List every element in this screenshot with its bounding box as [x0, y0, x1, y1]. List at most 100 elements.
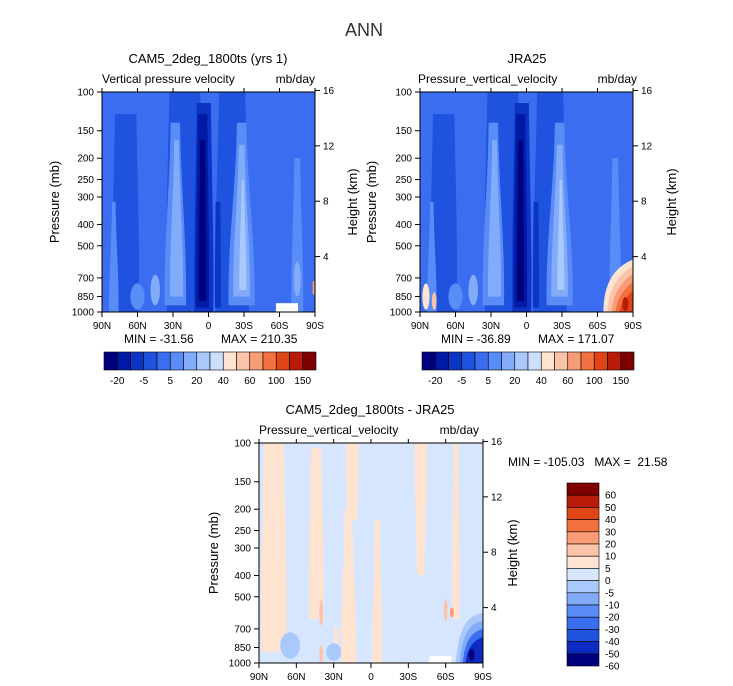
y-right-tick-label: 12 — [641, 141, 653, 152]
colorbar-box — [607, 351, 622, 371]
colorbar-box — [169, 351, 184, 371]
colorbar-label: -20 — [428, 376, 443, 387]
colorbar-box — [249, 351, 264, 371]
panel1-axes: 90N 60N 30N 0 30S 60S 90S 100 150 200 250 300 400 500… — [72, 86, 335, 332]
colorbar-box — [566, 580, 600, 594]
colorbar-box — [566, 653, 600, 667]
subtropic-nh-lighter — [487, 140, 502, 297]
colorbar-box — [540, 351, 555, 371]
colorbar-box — [514, 351, 529, 371]
diff-pos-subtrop-nh — [341, 509, 357, 663]
x-tick-label: 60S — [589, 321, 607, 332]
colorbar-box — [275, 351, 290, 371]
colorbar-box — [566, 507, 600, 520]
colorbar-label: -30 — [605, 625, 620, 636]
y-right-tick-label: 4 — [491, 603, 497, 614]
colorbar-box — [566, 568, 600, 581]
y-right-tick-label: 12 — [323, 141, 335, 152]
y-tick-label: 500 — [77, 241, 94, 252]
panel2-subtitle-left: Pressure_vertical_velocity — [418, 72, 557, 86]
y-right-tick-label: 16 — [491, 437, 503, 448]
colorbar-box — [209, 351, 224, 371]
y-right-tick-label: 12 — [491, 492, 503, 503]
panel3-minmax-label: MIN = -105.03 MAX = 21.58 — [508, 455, 668, 469]
diff-pos-spot-4 — [443, 599, 448, 622]
y-right-tick-label: 8 — [641, 197, 647, 208]
colorbar-label: -60 — [605, 662, 620, 673]
panel2-title: JRA25 — [507, 51, 546, 66]
y-tick-label: 700 — [77, 273, 94, 284]
colorbar-label: 30 — [605, 527, 617, 538]
colorbar-label: -5 — [139, 376, 148, 387]
diff-pos-spot-1 — [319, 599, 324, 626]
panel1-field — [102, 92, 315, 312]
y-right-tick-label: 4 — [323, 252, 329, 263]
diff-pos-sh-upper — [414, 443, 428, 575]
y-right-tick-label: 8 — [323, 197, 329, 208]
colorbar-box — [566, 592, 600, 606]
y-tick-label: 1000 — [229, 659, 252, 670]
colorbar-label: 50 — [605, 503, 617, 514]
y-tick-label: 200 — [395, 154, 412, 165]
colorbar-label: 20 — [191, 376, 203, 387]
colorbar-box — [567, 351, 582, 371]
colorbar-box — [461, 351, 476, 371]
colorbar-box — [566, 641, 600, 655]
itcz-sh-branch — [532, 202, 540, 308]
colorbar-label: -5 — [605, 588, 614, 599]
panel1-colorbar: -20 -5 5 20 40 60 100 150 — [103, 351, 317, 387]
colorbar-label: -20 — [605, 613, 620, 624]
y-tick-label: 500 — [234, 592, 251, 603]
panel1-title: CAM5_2deg_1800ts (yrs 1) — [129, 51, 288, 66]
panel1-subtitle-left: Vertical pressure velocity — [102, 72, 235, 86]
colorbar-box — [566, 482, 600, 496]
colorbar-box — [421, 351, 436, 371]
x-tick-label: 90N — [250, 672, 268, 683]
antarctic-light — [293, 261, 301, 297]
colorbar-box — [156, 351, 171, 371]
colorbar-box — [236, 351, 251, 371]
colorbar-box — [474, 351, 489, 371]
colorbar-label: 5 — [167, 376, 173, 387]
y-tick-label: 700 — [395, 273, 412, 284]
colorbar-label: 20 — [509, 376, 521, 387]
x-tick-label: 0 — [524, 321, 530, 332]
x-tick-label: 90S — [624, 321, 642, 332]
diff-pos-upper-trop — [345, 443, 359, 520]
figure-title: ANN — [345, 20, 383, 40]
colorbar-label: 20 — [605, 540, 617, 551]
y-tick-label: 250 — [234, 526, 251, 537]
colorbar-box — [289, 351, 304, 371]
panel3-subtitle-left: Pressure_vertical_velocity — [259, 423, 398, 437]
colorbar-label: -10 — [605, 601, 620, 612]
low-level-nh — [448, 283, 463, 310]
y-tick-label: 100 — [77, 88, 94, 99]
panel-difference: CAM5_2deg_1800ts - JRA25 Pressure_vertic… — [206, 402, 668, 683]
colorbar-box — [116, 351, 131, 371]
y-tick-label: 500 — [395, 241, 412, 252]
colorbar-label: 5 — [485, 376, 491, 387]
diff-neg-antarctic-core — [468, 649, 475, 661]
colorbar-box — [434, 351, 449, 371]
panel1-ylabel-right: Height (km) — [345, 168, 360, 235]
y-tick-label: 850 — [395, 292, 412, 303]
panel3-field — [259, 443, 483, 663]
y-tick-label: 300 — [234, 543, 251, 554]
x-tick-label: 60N — [128, 321, 146, 332]
x-tick-label: 60N — [287, 672, 305, 683]
colorbar-box — [501, 351, 516, 371]
x-tick-label: 90S — [474, 672, 492, 683]
colorbar-box — [302, 351, 317, 371]
y-tick-label: 300 — [77, 192, 94, 203]
diff-pos-antarctic-edge — [449, 607, 454, 618]
y-tick-label: 150 — [395, 126, 412, 137]
field-background — [259, 443, 483, 663]
colorbar-box — [620, 351, 635, 371]
x-tick-label: 30S — [399, 672, 417, 683]
colorbar-label: -5 — [457, 376, 466, 387]
y-tick-label: 200 — [234, 505, 251, 516]
colorbar-box — [103, 351, 118, 371]
colorbar-box — [566, 616, 600, 630]
panel1-min-label: MIN = -31.56 — [124, 332, 194, 346]
y-right-tick-label: 4 — [641, 252, 647, 263]
